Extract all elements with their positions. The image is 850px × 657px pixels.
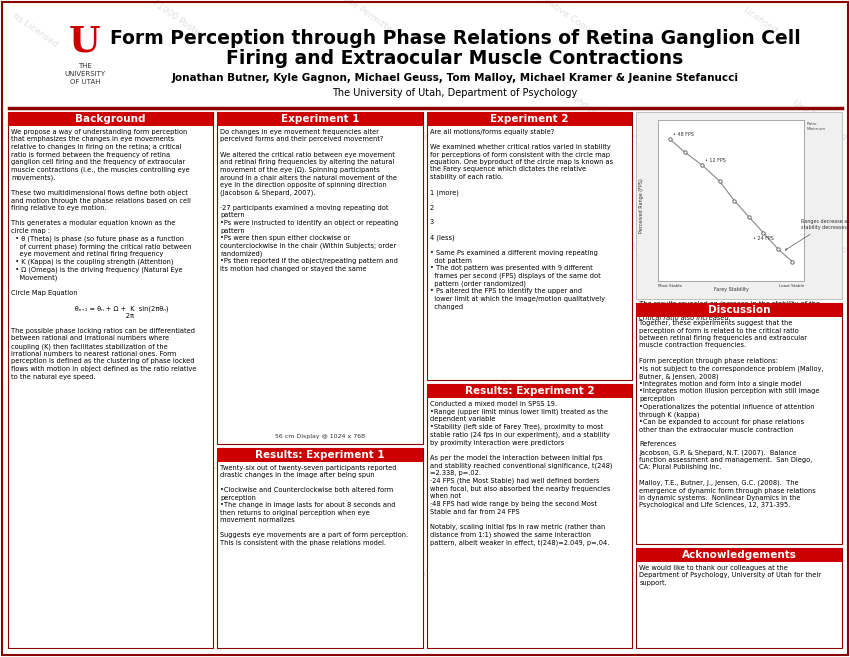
Point [756, 227, 770, 238]
Text: Ratio
Minimum: Ratio Minimum [807, 122, 826, 131]
Text: Licensed: Licensed [411, 125, 449, 155]
Text: F1000 Posters: F1000 Posters [151, 0, 209, 42]
Text: Use Permitted: Use Permitted [31, 118, 88, 162]
Text: F1000 Posters: F1000 Posters [231, 558, 289, 602]
Text: Experiment 1: Experiment 1 [281, 114, 360, 124]
Bar [427, 112, 632, 380]
Text: F1000 Posters: F1000 Posters [271, 338, 329, 382]
Bar [637, 548, 842, 562]
Text: Use Permitted: Use Permitted [341, 0, 399, 37]
Text: under Creative Commons: under Creative Commons [590, 543, 690, 617]
Text: Twenty-six out of twenty-seven participants reported
drastic changes in the imag: Twenty-six out of twenty-seven participa… [220, 465, 409, 546]
Bar [637, 303, 842, 317]
Bar [218, 448, 423, 648]
Text: UNIVERSITY: UNIVERSITY [65, 71, 105, 77]
Bar [8, 112, 213, 648]
Text: under Creative Commons: under Creative Commons [590, 213, 690, 287]
Text: Form Perception through Phase Relations of Retina Ganglion Cell: Form Perception through Phase Relations … [110, 28, 801, 47]
Text: F1000 Posters: F1000 Posters [212, 108, 269, 152]
Bar [218, 448, 423, 462]
Point [663, 134, 677, 145]
Text: under Creative Commons: under Creative Commons [570, 93, 670, 167]
Point [785, 256, 799, 267]
Point [742, 212, 756, 222]
Text: Farey Stability: Farey Stability [714, 287, 749, 292]
Text: Most Stable: Most Stable [659, 284, 683, 288]
Text: Background: Background [76, 114, 146, 124]
Text: Jonathan Butner, Kyle Gagnon, Michael Geuss, Tom Malloy, Michael Kramer & Jeanin: Jonathan Butner, Kyle Gagnon, Michael Ge… [172, 73, 739, 83]
Point [713, 176, 727, 187]
Text: We propose a way of understanding form perception
that emphasizes the changes in: We propose a way of understanding form p… [11, 129, 196, 380]
Text: under Creative Commons: under Creative Commons [620, 323, 720, 397]
Bar [427, 384, 632, 648]
Text: under Creative Commons: under Creative Commons [530, 433, 630, 507]
Text: Licensed: Licensed [741, 5, 779, 35]
Bar [427, 384, 632, 398]
Text: Firing and Extraocular Muscle Contractions: Firing and Extraocular Muscle Contractio… [226, 49, 683, 68]
Text: Licensed: Licensed [71, 245, 109, 275]
Text: Perceived Range (FPS): Perceived Range (FPS) [639, 178, 644, 233]
Bar [637, 112, 842, 299]
Text: Least Stable: Least Stable [779, 284, 804, 288]
Text: Use Permitted: Use Permitted [11, 458, 69, 502]
Text: THE: THE [78, 63, 92, 69]
Point [728, 195, 741, 206]
Bar [218, 112, 423, 126]
Text: U: U [69, 25, 101, 59]
Text: Use Permitted: Use Permitted [791, 98, 849, 142]
Text: OF UTAH: OF UTAH [70, 79, 100, 85]
Text: Licensed: Licensed [381, 465, 419, 495]
Text: Use Permitted: Use Permitted [91, 348, 149, 392]
Text: F1000 Posters: F1000 Posters [191, 448, 249, 492]
Point [695, 160, 709, 170]
Text: Use Permitted: Use Permitted [422, 568, 479, 612]
Point [771, 244, 785, 254]
Text: Licensed: Licensed [51, 575, 89, 605]
Text: Licensed: Licensed [801, 555, 839, 585]
Text: Results: Experiment 2: Results: Experiment 2 [465, 386, 594, 396]
Text: Licensed: Licensed [471, 355, 509, 385]
Text: F1000 Posters: F1000 Posters [241, 228, 298, 272]
Text: • 24 FPS: • 24 FPS [753, 236, 774, 240]
Text: under Creative Commons: under Creative Commons [510, 0, 610, 47]
Text: ns Licensed: ns Licensed [10, 11, 60, 49]
Text: Are all motions/forms equally stable?

We examined whether critical ratios varie: Are all motions/forms equally stable? We… [430, 129, 613, 309]
Text: • 48 FPS: • 48 FPS [673, 132, 694, 137]
Bar [427, 112, 632, 126]
Text: Do changes in eye movement frequencies alter
perceived forms and their perceived: Do changes in eye movement frequencies a… [220, 129, 399, 272]
Text: Use Permitted: Use Permitted [751, 438, 808, 482]
Text: Discussion: Discussion [708, 305, 770, 315]
Bar [218, 112, 423, 444]
Text: Experiment 2: Experiment 2 [490, 114, 569, 124]
Text: We would like to thank our colleagues at the
Department of Psychology, Universit: We would like to thank our colleagues at… [639, 565, 821, 586]
Text: The University of Utah, Department of Psychology: The University of Utah, Department of Ps… [332, 88, 578, 98]
Bar [659, 120, 804, 281]
Bar [8, 112, 213, 126]
Text: Ranges decrease as
stability decreases: Ranges decrease as stability decreases [785, 219, 850, 250]
Text: • 12 FPS: • 12 FPS [706, 158, 726, 163]
Point [678, 147, 692, 158]
Text: 56 cm Display @ 1024 x 768: 56 cm Display @ 1024 x 768 [275, 434, 366, 439]
Text: The results revealed an increase in the stability of the
form perceived by parti: The results revealed an increase in the … [639, 301, 820, 321]
Text: Use Permitted: Use Permitted [431, 238, 489, 282]
Text: Conducted a mixed model in SPSS 19.
•Range (upper limit minus lower limit) treat: Conducted a mixed model in SPSS 19. •Ran… [430, 401, 613, 546]
Text: Licensed: Licensed [811, 225, 849, 255]
Bar [637, 548, 842, 648]
Text: Results: Experiment 1: Results: Experiment 1 [256, 450, 385, 460]
Text: Together, these experiments suggest that the
perception of form is related to th: Together, these experiments suggest that… [639, 320, 824, 509]
Text: Acknowledgements: Acknowledgements [682, 550, 796, 560]
Bar [637, 303, 842, 544]
